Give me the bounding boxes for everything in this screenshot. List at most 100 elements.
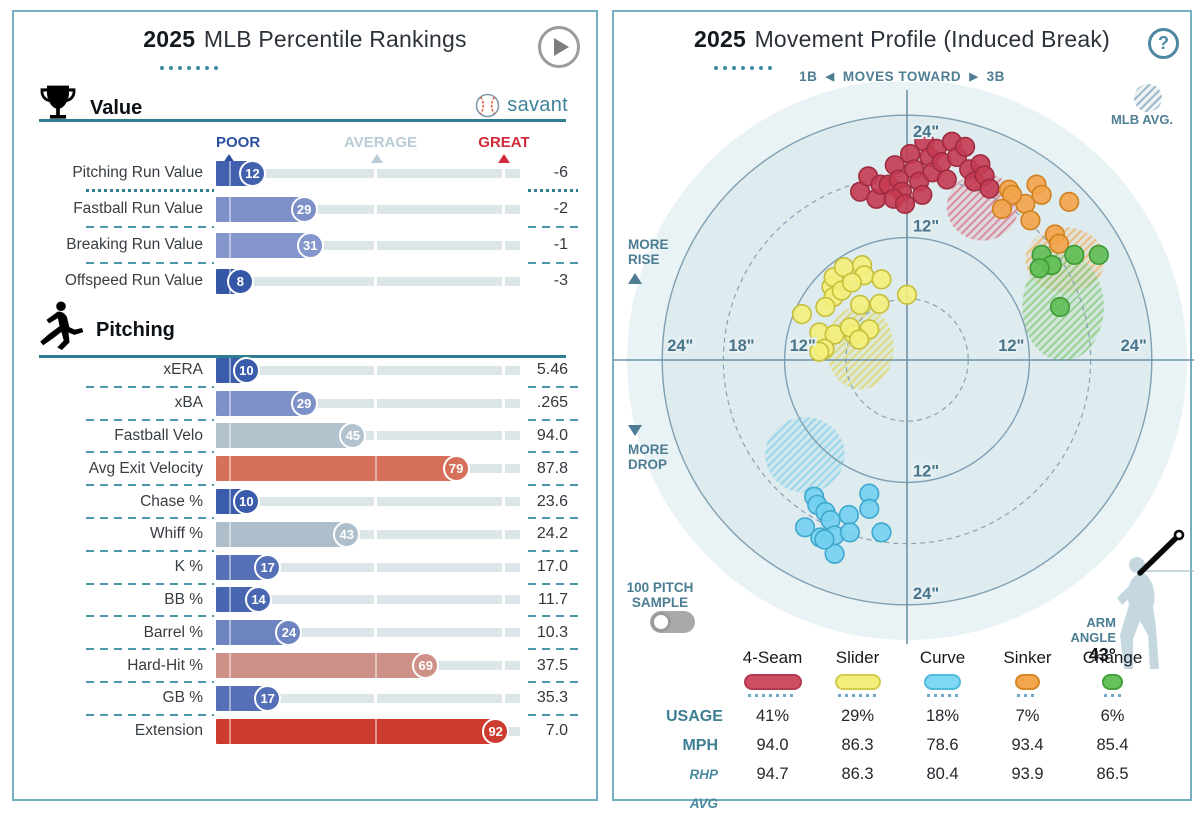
svg-text:24": 24" <box>667 337 693 355</box>
title-text: Movement Profile (Induced Break) <box>754 26 1110 52</box>
percentile-bubble: 12 <box>238 159 266 187</box>
svg-text:12": 12" <box>913 462 939 480</box>
mph-value: 78.6 <box>926 736 959 754</box>
usage-row-label: USAGE <box>666 708 723 725</box>
pitching-section-rule <box>39 355 566 358</box>
metric-value: .265 <box>536 394 568 412</box>
percentile-bubble: 69 <box>412 652 440 680</box>
metric-label: Fastball Run Value <box>73 200 203 217</box>
percentile-bubble: 31 <box>296 231 324 259</box>
metric-label: Hard-Hit % <box>127 656 203 674</box>
metric-label: Offspeed Run Value <box>64 272 203 289</box>
percentile-bubble: 8 <box>226 267 254 295</box>
title-underline-dots <box>160 66 218 70</box>
metric-value: -3 <box>553 272 568 289</box>
movement-title: 2025 Movement Profile (Induced Break) <box>614 26 1190 53</box>
usage-value: 29% <box>840 707 875 725</box>
value-section-title: Value <box>90 97 143 119</box>
percentile-row: BB % 14 11.7 <box>14 584 596 618</box>
average-marker-icon <box>371 154 383 163</box>
value-section-header: Value <box>36 80 142 128</box>
savant-logo[interactable]: savant <box>474 92 568 119</box>
percentile-row: Offspeed Run Value 8 -3 <box>14 263 596 299</box>
metric-label: xERA <box>163 361 203 379</box>
pitch-column-header: Slider <box>835 648 880 667</box>
metric-value: 35.3 <box>536 689 568 707</box>
percentile-bar: 24 <box>216 617 520 649</box>
percentile-bubble: 45 <box>339 422 367 450</box>
metric-value: 17.0 <box>536 558 568 576</box>
metric-value: 23.6 <box>536 492 568 510</box>
savant-wordmark: savant <box>507 94 568 116</box>
metric-value: 87.8 <box>536 459 568 477</box>
trophy-icon <box>40 85 76 119</box>
pitch-pill-4seam <box>730 672 815 702</box>
arm-angle-value: 43° <box>1088 645 1116 665</box>
mlb-avg-ellipse-Curve <box>765 417 845 493</box>
metric-label: Barrel % <box>143 623 203 641</box>
percentile-rankings-panel: 2025 MLB Percentile Rankings Value savan… <box>12 10 598 801</box>
pitching-rows: xERA 10 5.46 xBA 29 .265 Fastball Velo 45 94.0 Av… <box>14 354 596 748</box>
percentile-bar: 69 <box>216 650 520 682</box>
pitch-pill-sinker <box>985 672 1070 702</box>
pitch-pill-change <box>1070 672 1155 702</box>
percentile-bar: 31 <box>216 229 520 261</box>
percentile-bar: 14 <box>216 584 520 616</box>
great-marker-icon <box>498 154 510 163</box>
usage-value: 6% <box>1100 707 1125 725</box>
percentile-bar: 10 <box>216 486 520 518</box>
mph-value: 85.4 <box>1096 736 1129 754</box>
rhp-avg-value: 86.3 <box>841 765 874 783</box>
percentile-bar: 17 <box>216 682 520 714</box>
metric-value: -1 <box>553 236 568 253</box>
pitching-section-title: Pitching <box>96 319 175 341</box>
play-button[interactable] <box>538 26 580 68</box>
scale-great-label: GREAT <box>475 134 533 163</box>
svg-text:12": 12" <box>913 218 939 236</box>
value-section-rule <box>39 119 566 122</box>
pitch-pill-slider <box>815 672 900 702</box>
metric-value: -6 <box>553 164 568 181</box>
title-text: MLB Percentile Rankings <box>203 26 467 52</box>
drop-arrow-icon <box>628 425 642 436</box>
pitcher-icon <box>40 301 84 350</box>
pitch-cluster-Change <box>1029 244 1109 318</box>
percentile-bar: 29 <box>216 387 520 419</box>
title-underline-dots <box>714 66 772 70</box>
metric-value: 94.0 <box>536 426 568 444</box>
page-title: 2025 MLB Percentile Rankings <box>14 26 596 53</box>
pitch-arsenal-table: 4-Seam Slider Curve Sinker Change USAGE … <box>666 648 1155 811</box>
percentile-row: GB % 17 35.3 <box>14 682 596 716</box>
movement-profile-panel: 2025 Movement Profile (Induced Break) ? … <box>612 10 1194 811</box>
percentile-bar: 8 <box>216 265 520 297</box>
rhp-avg-value: 93.9 <box>1011 765 1044 783</box>
pitch-cluster-4-Seam <box>850 131 1000 214</box>
pitch-column-header: Curve <box>919 648 966 667</box>
rhp-avg-value: 86.5 <box>1096 765 1129 783</box>
svg-text:24": 24" <box>1121 337 1147 355</box>
percentile-bar: 17 <box>216 551 520 583</box>
rhp-avg-row-label: RHP AVG <box>689 767 718 811</box>
arm-angle-graphic <box>1117 529 1194 669</box>
more-drop-label: MORE DROP <box>628 425 669 472</box>
mph-row-label: MPH <box>682 737 718 754</box>
percentile-bubble: 10 <box>232 488 260 516</box>
pitch-sample-toggle[interactable] <box>650 611 695 633</box>
metric-value: -2 <box>553 200 568 217</box>
rhp-avg-value: 94.7 <box>756 765 789 783</box>
percentile-bar: 43 <box>216 518 520 550</box>
svg-text:24": 24" <box>913 585 939 603</box>
mlb-avg-legend-icon <box>1134 84 1162 112</box>
percentile-row: Pitching Run Value 12 -6 <box>14 155 596 192</box>
svg-text:24": 24" <box>913 123 939 141</box>
rise-arrow-icon <box>628 273 642 284</box>
percentile-row: xERA 10 5.46 <box>14 354 596 388</box>
usage-value: 18% <box>925 707 960 725</box>
question-mark-icon: ? <box>1158 33 1169 53</box>
pitch-cluster-Slider <box>791 255 918 362</box>
metric-label: Breaking Run Value <box>66 236 203 253</box>
percentile-row: Fastball Run Value 29 -2 <box>14 191 596 228</box>
help-button[interactable]: ? <box>1148 28 1179 59</box>
percentile-row: Breaking Run Value 31 -1 <box>14 227 596 264</box>
pitch-column-header: 4-Seam <box>742 648 803 667</box>
